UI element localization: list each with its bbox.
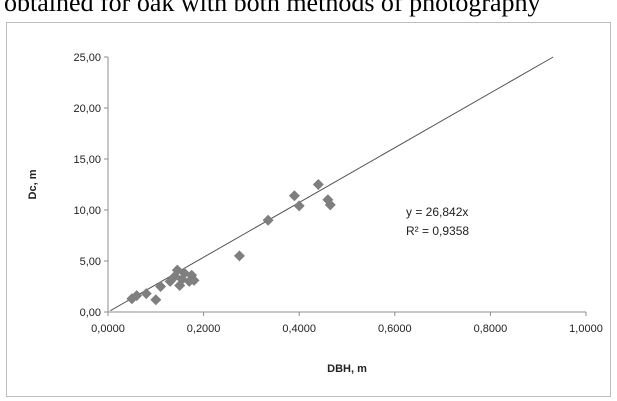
trendline-r2: R² = 0,9358 bbox=[406, 224, 469, 238]
data-point bbox=[312, 179, 324, 190]
data-point bbox=[140, 288, 152, 300]
data-point bbox=[288, 190, 300, 202]
data-point bbox=[188, 274, 200, 286]
y-tick-label: 25,00 bbox=[73, 52, 101, 64]
data-point bbox=[262, 214, 274, 226]
x-axis-title: DBH, m bbox=[327, 363, 367, 375]
y-tick-label: 15,00 bbox=[73, 154, 101, 166]
y-tick-label: 0,00 bbox=[80, 307, 101, 319]
x-tick-label: 0,4000 bbox=[282, 323, 316, 335]
data-point bbox=[150, 294, 162, 306]
x-tick-label: 0,6000 bbox=[378, 323, 412, 335]
scatter-chart: 0,00 5,00 10,00 15,00 20,00 25,00 0,0000 0,2000… bbox=[27, 52, 603, 375]
y-tick-label: 10,00 bbox=[73, 205, 101, 217]
data-point bbox=[293, 200, 305, 212]
trendline-equation: y = 26,842x bbox=[406, 205, 468, 219]
x-tick-label: 0,8000 bbox=[474, 323, 508, 335]
y-tick-label: 5,00 bbox=[80, 256, 101, 268]
data-point bbox=[155, 281, 167, 292]
y-axis-title: Dc, m bbox=[27, 169, 39, 199]
x-tick-label: 1,0000 bbox=[569, 323, 603, 335]
data-point bbox=[233, 250, 245, 262]
chart-frame: 0,00 5,00 10,00 15,00 20,00 25,00 0,0000 0,2000… bbox=[6, 22, 611, 397]
y-tick-label: 20,00 bbox=[73, 103, 101, 115]
figure-caption: obtained for oak with both methods of ph… bbox=[4, 0, 541, 17]
data-point bbox=[324, 199, 336, 211]
data-point bbox=[131, 290, 143, 302]
x-tick-label: 0,2000 bbox=[187, 323, 221, 335]
x-tick-label: 0,0000 bbox=[91, 323, 125, 335]
